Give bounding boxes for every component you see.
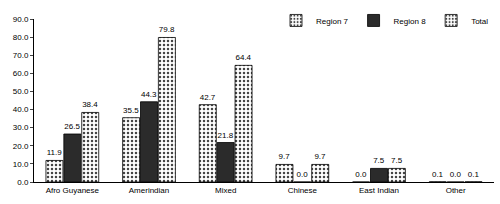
svg-text:Afro Guyanese: Afro Guyanese: [46, 186, 100, 195]
svg-text:Total: Total: [471, 17, 488, 26]
svg-text:80.0: 80.0: [13, 33, 29, 42]
svg-text:7.5: 7.5: [391, 156, 403, 165]
svg-text:35.5: 35.5: [123, 106, 139, 115]
svg-text:Region 7: Region 7: [316, 17, 349, 26]
svg-text:40.0: 40.0: [13, 105, 29, 114]
svg-text:64.4: 64.4: [235, 53, 251, 62]
svg-text:0.0: 0.0: [296, 170, 308, 179]
svg-text:Region 8: Region 8: [394, 17, 427, 26]
svg-text:21.8: 21.8: [218, 131, 234, 140]
svg-text:Amerindian: Amerindian: [129, 186, 169, 195]
svg-text:0.1: 0.1: [432, 170, 444, 179]
svg-text:26.5: 26.5: [64, 122, 80, 131]
svg-text:90.0: 90.0: [13, 15, 29, 24]
svg-text:70.0: 70.0: [13, 51, 29, 60]
svg-text:42.7: 42.7: [200, 93, 216, 102]
svg-text:11.9: 11.9: [47, 148, 63, 157]
svg-text:East Indian: East Indian: [359, 186, 399, 195]
svg-text:44.3: 44.3: [141, 90, 157, 99]
svg-text:Mixed: Mixed: [215, 186, 236, 195]
svg-text:10.0: 10.0: [13, 160, 29, 169]
svg-text:Other: Other: [446, 186, 466, 195]
svg-text:30.0: 30.0: [13, 123, 29, 132]
svg-text:0.0: 0.0: [450, 170, 462, 179]
svg-text:Chinese: Chinese: [288, 186, 318, 195]
svg-text:0.0: 0.0: [17, 178, 29, 187]
svg-text:9.7: 9.7: [279, 152, 291, 161]
svg-text:20.0: 20.0: [13, 142, 29, 151]
svg-text:0.1: 0.1: [468, 170, 480, 179]
svg-text:0.0: 0.0: [355, 170, 367, 179]
svg-text:9.7: 9.7: [314, 152, 326, 161]
svg-text:50.0: 50.0: [13, 87, 29, 96]
svg-text:38.4: 38.4: [82, 100, 98, 109]
svg-text:79.8: 79.8: [159, 25, 175, 34]
svg-text:60.0: 60.0: [13, 69, 29, 78]
svg-text:7.5: 7.5: [373, 156, 385, 165]
